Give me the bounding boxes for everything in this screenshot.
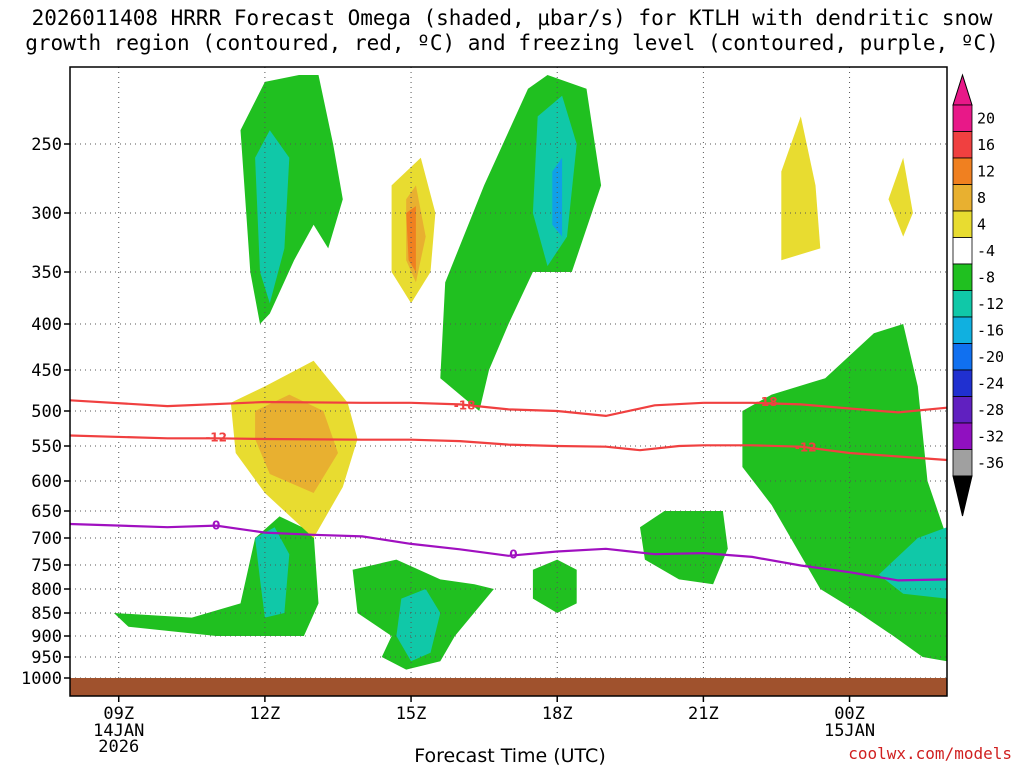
x-tick-label-09Z: 09Z	[103, 704, 134, 724]
dendritic-contour--12	[70, 434, 947, 462]
colorbar-segment-8	[952, 316, 973, 344]
contour-label-0-a: 0	[212, 519, 220, 533]
colorbar-label-12: 12	[977, 162, 995, 180]
plot-frame	[69, 66, 948, 697]
y-tick-label-850: 850	[31, 604, 62, 624]
colorbar-label-16: 16	[977, 136, 995, 154]
contour-lines: -18 -18 -12 -12 0 0	[70, 395, 947, 582]
omega-region-sink-max-15z	[406, 206, 416, 272]
y-tick-label-750: 750	[31, 556, 62, 576]
y-tick-label-550: 550	[31, 437, 62, 457]
omega-region-sink-21z	[781, 116, 821, 261]
contour-label-18-b: -18	[756, 395, 778, 409]
colorbar-label--8: -8	[977, 268, 995, 286]
colorbar-segment-12	[952, 422, 973, 450]
plot-area: -18 -18 -12 -12 0 0	[70, 67, 947, 696]
chart-title-line-1: 2026011408 HRRR Forecast Omega (shaded, …	[31, 6, 993, 30]
colorbar-segment-13	[952, 449, 973, 477]
omega-region-upper-core-12z	[255, 130, 290, 304]
colorbar-segment-10	[952, 369, 973, 397]
x-tick-sub-09Z: 14JAN	[93, 721, 144, 741]
x-axis-label: Forecast Time (UTC)	[414, 745, 606, 767]
colorbar-segment-0	[952, 104, 973, 132]
colorbar-segment-5	[952, 237, 973, 265]
contour-label-18-a: -18	[454, 398, 476, 412]
y-tick-label-900: 900	[31, 627, 62, 647]
colorbar-segment-4	[952, 210, 973, 238]
colorbar-segment-3	[952, 184, 973, 212]
colorbar-label-8: 8	[977, 189, 986, 207]
omega-region-sink-00z	[888, 157, 913, 237]
y-tick-label-400: 400	[31, 315, 62, 335]
omega-region-sink-core-13z	[255, 394, 338, 493]
omega-shading	[113, 75, 947, 670]
colorbar-label--32: -32	[977, 427, 1004, 445]
colorbar-segment-6	[952, 263, 973, 291]
y-tick-label-300: 300	[31, 204, 62, 224]
colorbar: 20 16 12 8 4 -4 -8 -12 -16 -20 -24 -28 -32 -36	[952, 73, 1004, 517]
contour-label-12-a: -12	[205, 431, 227, 445]
credit-text: coolwx.com/models	[848, 744, 1012, 763]
colorbar-segment-11	[952, 396, 973, 424]
x-tick-sub-00Z: 15JAN	[824, 721, 875, 741]
freezing-contour-0	[70, 522, 947, 582]
x-tick-label-21Z: 21Z	[688, 704, 719, 724]
y-axis: 250 300 350 400 450 500 550 600 650 700 750 800 850 9…	[21, 135, 70, 689]
colorbar-label--16: -16	[977, 321, 1004, 339]
y-tick-label-350: 350	[31, 263, 62, 283]
x-tick-label-18Z: 18Z	[542, 704, 573, 724]
y-tick-label-800: 800	[31, 580, 62, 600]
colorbar-top-arrow	[952, 73, 973, 106]
y-tick-label-1000: 1000	[21, 669, 62, 689]
dendritic-contour--18	[70, 399, 947, 418]
colorbar-segment-7	[952, 290, 973, 318]
x-tick-label-12Z: 12Z	[250, 704, 281, 724]
colorbar-label--12: -12	[977, 295, 1004, 313]
colorbar-label--24: -24	[977, 374, 1004, 392]
colorbar-segment-9	[952, 343, 973, 371]
ground-strip	[70, 678, 947, 696]
contour-label-0-b: 0	[509, 548, 517, 562]
contour-label-12-b: -12	[795, 440, 817, 454]
omega-region-mid-cell-21z	[640, 511, 728, 585]
x-tick-year-09Z: 2026	[98, 737, 139, 757]
colorbar-label-4: 4	[977, 215, 986, 233]
y-tick-label-600: 600	[31, 472, 62, 492]
y-tick-label-650: 650	[31, 502, 62, 522]
y-tick-label-250: 250	[31, 135, 62, 155]
chart-title-line-2: growth region (contoured, red, ºC) and f…	[25, 31, 999, 55]
colorbar-segment-1	[952, 131, 973, 159]
y-tick-label-950: 950	[31, 648, 62, 668]
omega-region-low-core-15z	[396, 589, 441, 662]
colorbar-label-20: 20	[977, 109, 995, 127]
x-tick-label-00Z: 00Z	[834, 704, 865, 724]
omega-region-low-core-12z	[255, 527, 290, 618]
y-tick-label-700: 700	[31, 529, 62, 549]
colorbar-label--36: -36	[977, 454, 1004, 472]
y-tick-label-450: 450	[31, 361, 62, 381]
colorbar-bottom-arrow	[952, 475, 973, 517]
omega-region-mid-cell-18z	[532, 559, 577, 613]
colorbar-segment-2	[952, 157, 973, 185]
colorbar-label--4: -4	[977, 242, 995, 260]
colorbar-label--20: -20	[977, 348, 1004, 366]
colorbar-label--28: -28	[977, 401, 1004, 419]
x-tick-label-15Z: 15Z	[396, 704, 427, 724]
y-tick-label-500: 500	[31, 402, 62, 422]
